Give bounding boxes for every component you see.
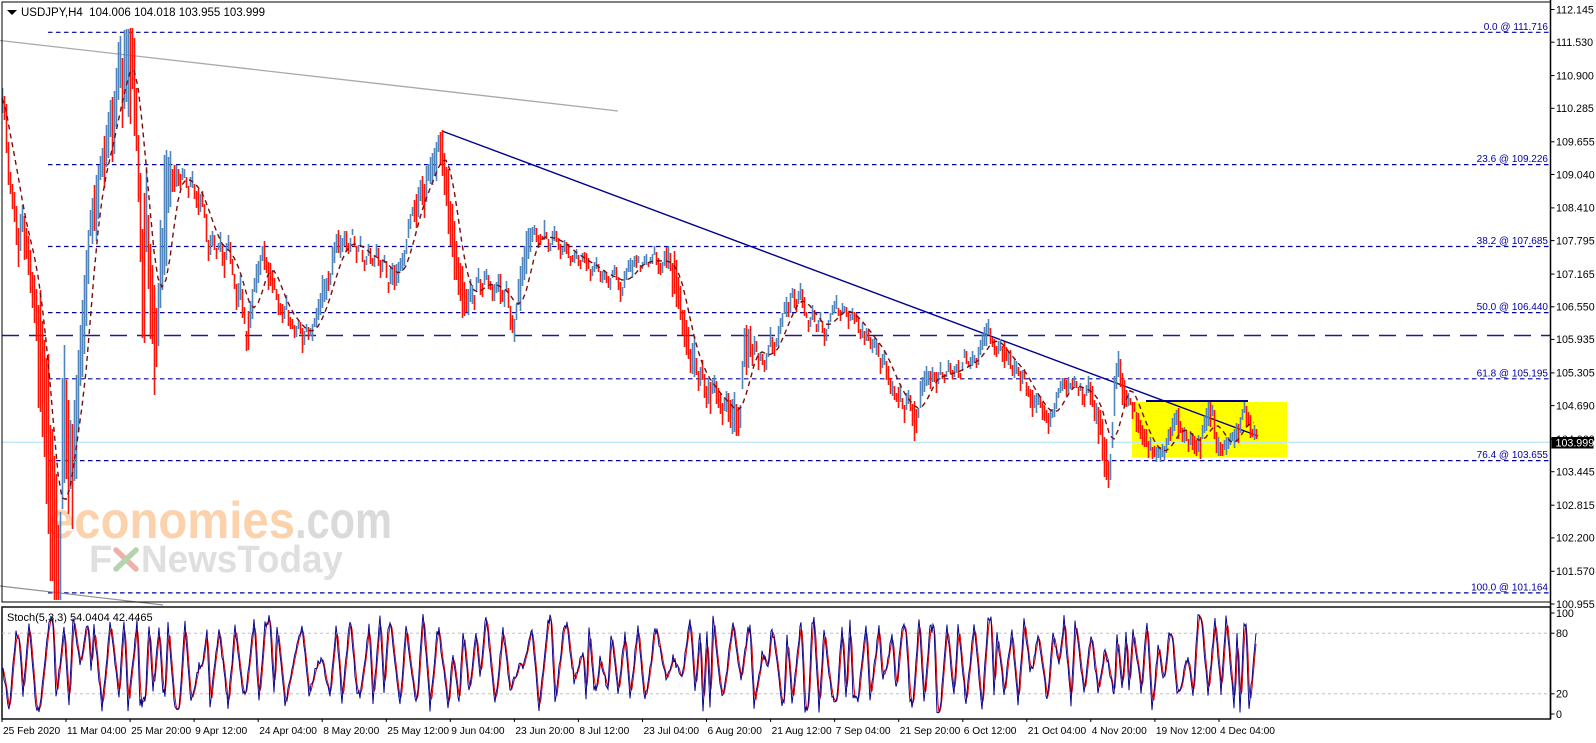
svg-text:109.655: 109.655 [1556,137,1595,149]
svg-text:106.550: 106.550 [1556,302,1595,314]
svg-text:61.8 @ 105.195: 61.8 @ 105.195 [1477,368,1549,379]
svg-text:21 Sep 20:00: 21 Sep 20:00 [900,726,961,737]
svg-text:111.530: 111.530 [1556,37,1593,49]
svg-text:11 Mar 04:00: 11 Mar 04:00 [67,726,127,737]
svg-text:NewsToday: NewsToday [141,539,343,581]
svg-text:0: 0 [1556,709,1562,721]
svg-text:19 Nov 12:00: 19 Nov 12:00 [1156,726,1217,737]
svg-text:0.0 @ 111.716: 0.0 @ 111.716 [1484,22,1549,33]
svg-text:107.795: 107.795 [1556,235,1595,247]
svg-text:7 Sep 04:00: 7 Sep 04:00 [836,726,891,737]
svg-text:9 Apr 12:00: 9 Apr 12:00 [195,726,247,737]
svg-text:102.200: 102.200 [1556,533,1595,545]
svg-text:50.0 @ 106.440: 50.0 @ 106.440 [1477,302,1549,313]
svg-text:20: 20 [1556,689,1568,701]
svg-text:103.999: 103.999 [1556,438,1595,450]
svg-text:100.0 @ 101.164: 100.0 @ 101.164 [1471,582,1548,593]
svg-text:6 Aug 20:00: 6 Aug 20:00 [708,726,763,737]
svg-text:25 May 12:00: 25 May 12:00 [387,726,449,737]
svg-text:108.410: 108.410 [1556,203,1595,215]
svg-text:25 Feb 2020: 25 Feb 2020 [3,726,61,737]
svg-text:103.445: 103.445 [1556,467,1595,479]
svg-text:112.145: 112.145 [1556,4,1594,16]
svg-text:105.935: 105.935 [1556,334,1595,346]
svg-text:8 Jul 12:00: 8 Jul 12:00 [579,726,629,737]
svg-text:100: 100 [1556,608,1574,620]
svg-text:101.570: 101.570 [1556,566,1595,578]
svg-text:21 Oct 04:00: 21 Oct 04:00 [1028,726,1087,737]
svg-text:21 Aug 12:00: 21 Aug 12:00 [772,726,832,737]
svg-text:24 Apr 04:00: 24 Apr 04:00 [259,726,317,737]
svg-text:4 Nov 20:00: 4 Nov 20:00 [1092,726,1147,737]
svg-text:38.2 @ 107.685: 38.2 @ 107.685 [1477,236,1549,247]
svg-text:25 Mar 20:00: 25 Mar 20:00 [131,726,191,737]
svg-text:110.285: 110.285 [1556,103,1594,115]
svg-text:6 Oct 12:00: 6 Oct 12:00 [964,726,1017,737]
svg-text:USDJPY,H4 104.006 104.018 103: USDJPY,H4 104.006 104.018 103.955 103.99… [21,7,265,19]
svg-text:107.165: 107.165 [1556,269,1595,281]
svg-text:76.4 @ 103.655: 76.4 @ 103.655 [1477,450,1549,461]
svg-text:8 May 20:00: 8 May 20:00 [323,726,379,737]
svg-text:105.305: 105.305 [1556,368,1595,380]
svg-text:economies: economies [48,492,295,550]
svg-text:F: F [89,539,112,581]
svg-text:9 Jun 04:00: 9 Jun 04:00 [451,726,505,737]
svg-text:80: 80 [1556,628,1568,640]
svg-text:23.6 @ 109.226: 23.6 @ 109.226 [1477,154,1549,165]
svg-text:23 Jun 20:00: 23 Jun 20:00 [515,726,574,737]
svg-text:110.900: 110.900 [1556,70,1594,82]
svg-text:.com: .com [295,492,392,550]
svg-text:23 Jul 04:00: 23 Jul 04:00 [644,726,700,737]
svg-text:100.955: 100.955 [1556,599,1595,611]
svg-text:102.815: 102.815 [1556,500,1595,512]
svg-text:109.040: 109.040 [1556,169,1595,181]
svg-text:Stoch(5,3,3) 54.0404 42.4465: Stoch(5,3,3) 54.0404 42.4465 [7,612,153,624]
svg-text:104.690: 104.690 [1556,400,1595,412]
svg-text:4 Dec 04:00: 4 Dec 04:00 [1220,726,1275,737]
